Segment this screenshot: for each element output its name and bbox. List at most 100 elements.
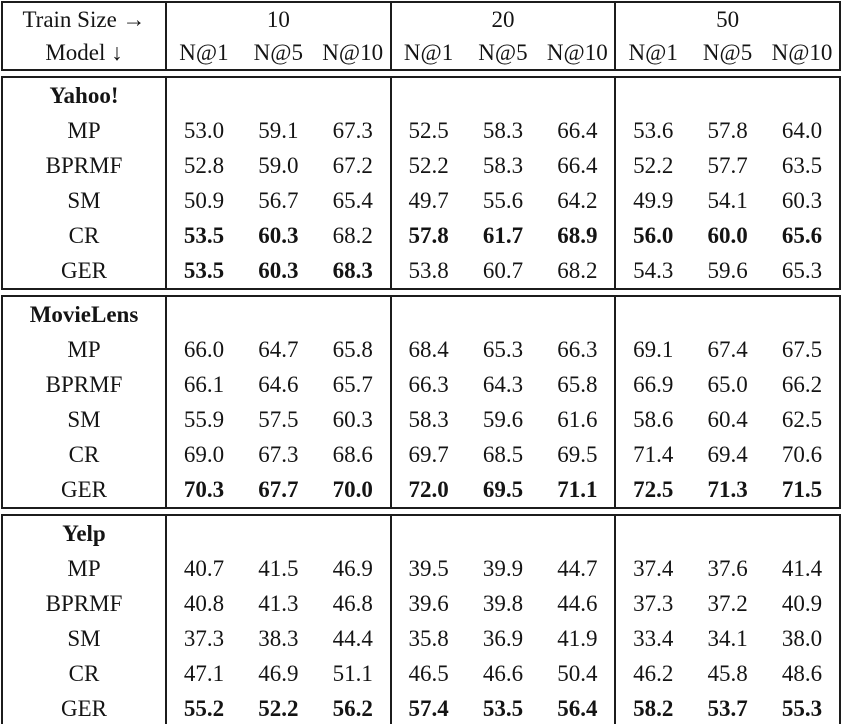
metric-value: 58.3 (482, 118, 524, 143)
model-label: Model ↓ (2, 36, 167, 70)
dataset-name: Yelp (2, 515, 167, 551)
table-row: SM 37.3 38.3 44.4 35.8 36.9 41.9 33.4 34.1 38.0 (2, 621, 840, 656)
metric-value: 57.4 (408, 696, 449, 721)
metric-value: 37.3 (183, 626, 225, 651)
metric-value: 52.5 (408, 118, 449, 143)
metric-label: N@1 (403, 40, 454, 65)
metric-value: 66.3 (540, 332, 617, 367)
metric-value: 55.2 (183, 696, 225, 721)
metric-value: 65.8 (315, 332, 392, 367)
empty-cell (615, 296, 840, 332)
metric-value: 44.7 (540, 551, 617, 586)
metric-value: 67.3 (258, 442, 299, 467)
metric-value: 41.3 (258, 591, 299, 616)
metric-value: 60.3 (781, 188, 823, 213)
table-row: MP 66.0 64.7 65.8 68.4 65.3 66.3 69.1 67.4 67.5 (2, 332, 840, 367)
metric-value: 64.0 (781, 118, 823, 143)
metric-value: 64.6 (258, 372, 299, 397)
metric-value: 61.6 (540, 402, 617, 437)
metric-value: 66.2 (781, 372, 823, 397)
metric-value: 65.4 (315, 183, 392, 218)
metric-value: 66.1 (183, 372, 225, 397)
metric-value: 60.7 (482, 258, 524, 283)
empty-cell (166, 296, 392, 332)
metric-value: 67.7 (258, 477, 299, 502)
model-name: BPRMF (2, 367, 167, 402)
metric-value: 57.7 (707, 153, 748, 178)
metric-value: 44.6 (540, 586, 617, 621)
metric-value: 57.8 (707, 118, 748, 143)
metric-value: 59.6 (707, 258, 748, 283)
metric-value: 65.7 (315, 367, 392, 402)
metric-value: 59.0 (258, 153, 299, 178)
metric-value: 65.3 (781, 258, 823, 283)
metric-value: 69.1 (633, 337, 674, 362)
metric-value: 68.3 (315, 253, 392, 289)
metric-value: 71.3 (707, 477, 748, 502)
model-name: BPRMF (2, 586, 167, 621)
metric-value: 37.6 (707, 556, 748, 581)
metric-label: N@5 (702, 40, 753, 65)
table-row: BPRMF 66.1 64.6 65.7 66.3 64.3 65.8 66.9 65.0 66.… (2, 367, 840, 402)
metric-value: 44.4 (315, 621, 392, 656)
model-name: SM (2, 621, 167, 656)
table-row: CR 47.1 46.9 51.1 46.5 46.6 50.4 46.2 45.8 48.6 (2, 656, 840, 691)
metric-value: 52.2 (258, 696, 299, 721)
metric-label: N@1 (179, 40, 229, 65)
metric-value: 39.6 (408, 591, 449, 616)
empty-cell (615, 77, 840, 113)
metric-value: 56.2 (315, 691, 392, 724)
metric-value: 46.8 (315, 586, 392, 621)
metric-label: N@10 (771, 40, 833, 65)
section-yelp: Yelp MP 40.7 41.5 46.9 39.5 39.9 44.7 37.4 37.6 41… (1, 514, 841, 724)
empty-cell (166, 515, 392, 551)
metric-value: 33.4 (633, 626, 674, 651)
metric-value: 47.1 (183, 661, 225, 686)
metric-value: 49.9 (633, 188, 674, 213)
metric-value: 69.5 (482, 477, 524, 502)
metric-value: 52.2 (408, 153, 449, 178)
table-row: SM 55.9 57.5 60.3 58.3 59.6 61.6 58.6 60.4 62.5 (2, 402, 840, 437)
metric-value: 55.3 (781, 696, 823, 721)
section-yahoo: Yahoo! MP 53.0 59.1 67.3 52.5 58.3 66.4 53.6 57.8… (1, 76, 841, 290)
metric-value: 66.4 (540, 148, 617, 183)
model-name: BPRMF (2, 148, 167, 183)
metric-value: 70.6 (781, 442, 823, 467)
metric-value: 46.6 (482, 661, 524, 686)
empty-cell (166, 77, 392, 113)
empty-cell (390, 77, 617, 113)
dataset-name: MovieLens (2, 296, 167, 332)
metric-label: N@10 (315, 36, 392, 70)
empty-cell (390, 296, 617, 332)
metric-value: 60.0 (707, 223, 748, 248)
metric-value: 64.7 (258, 337, 299, 362)
metric-value: 64.3 (482, 372, 524, 397)
metric-value: 53.7 (707, 696, 748, 721)
table-row: CR 53.5 60.3 68.2 57.8 61.7 68.9 56.0 60.0 65.6 (2, 218, 840, 253)
model-name: GER (2, 472, 167, 508)
metric-value: 50.4 (540, 656, 617, 691)
metric-value: 38.3 (258, 626, 299, 651)
table-row: MP 53.0 59.1 67.3 52.5 58.3 66.4 53.6 57.8 64.0 (2, 113, 840, 148)
metric-value: 53.5 (482, 696, 524, 721)
metric-value: 69.5 (540, 437, 617, 472)
metric-value: 54.3 (633, 258, 674, 283)
metric-value: 68.2 (315, 218, 392, 253)
metric-value: 48.6 (781, 661, 823, 686)
empty-cell (390, 515, 617, 551)
metric-value: 60.3 (315, 402, 392, 437)
metric-value: 66.3 (408, 372, 449, 397)
metric-value: 65.3 (482, 337, 524, 362)
metric-value: 40.9 (781, 591, 823, 616)
model-name: CR (2, 437, 167, 472)
metric-value: 41.4 (781, 556, 823, 581)
metric-value: 67.4 (707, 337, 748, 362)
model-name: SM (2, 183, 167, 218)
metric-value: 51.1 (315, 656, 392, 691)
train-size-value: 20 (390, 2, 617, 36)
metric-value: 71.1 (540, 472, 617, 508)
model-name: MP (2, 332, 167, 367)
metric-value: 69.0 (183, 442, 225, 467)
metric-value: 70.0 (315, 472, 392, 508)
